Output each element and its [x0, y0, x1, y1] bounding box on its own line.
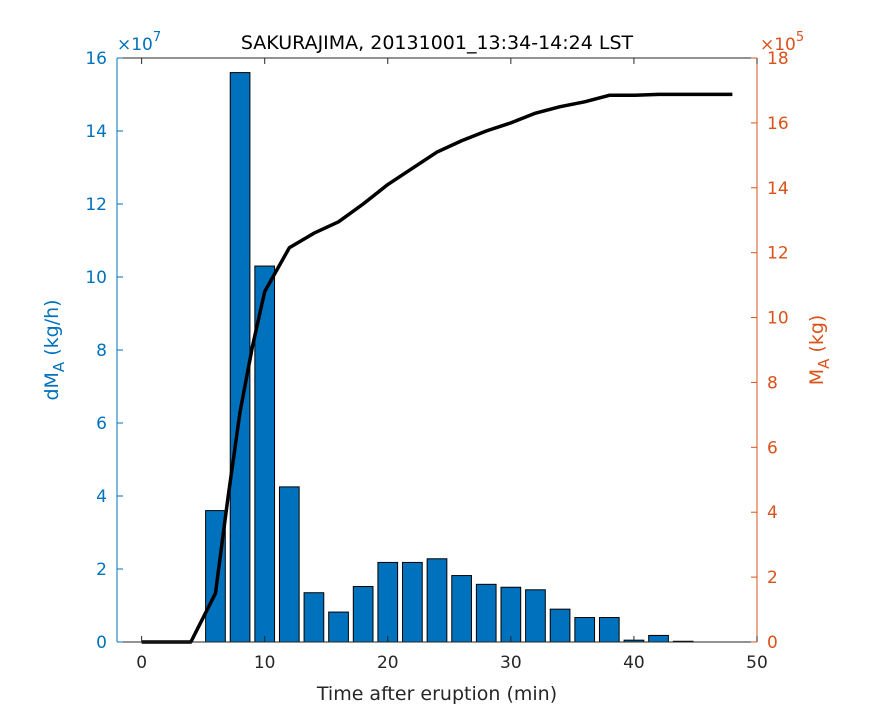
bar — [303, 592, 325, 643]
y-right-tick-label: 6 — [767, 438, 778, 458]
y-axis-right-exponent-base: ×10 — [760, 35, 796, 55]
y-axis-left-label: dMA (kg/h) — [41, 299, 68, 400]
y-axis-right-label-unit: (kg) — [806, 315, 828, 359]
bar — [549, 608, 571, 643]
bar — [451, 575, 472, 643]
y-left-tick-label: 8 — [96, 341, 107, 361]
y-right-tick-label: 10 — [767, 309, 789, 329]
y-left-tick-label: 14 — [85, 122, 107, 142]
y-right-tick-label: 4 — [767, 503, 778, 523]
y-right-tick-label: 14 — [767, 179, 789, 199]
bar — [475, 583, 497, 643]
y-axis-left-label-unit: (kg/h) — [41, 299, 63, 361]
y-left-tick-label: 16 — [85, 49, 107, 69]
bar — [648, 634, 669, 643]
y-right-tick-label: 2 — [767, 568, 778, 588]
y-axis-right-label: MA (kg) — [806, 315, 833, 386]
bars — [205, 72, 694, 643]
bar — [574, 617, 596, 643]
y-left-tick-label: 6 — [96, 414, 107, 434]
y-axis-right-label-sub: A — [815, 358, 833, 369]
y-right-tick-label: 18 — [767, 49, 789, 69]
y-axis-left-exponent-base: ×10 — [117, 35, 153, 55]
bar — [426, 558, 448, 643]
bar — [352, 586, 374, 643]
cumulative-mass-line — [141, 92, 733, 644]
bar — [598, 617, 620, 643]
chart-title: SAKURAJIMA, 20131001_13:34-14:24 LST — [241, 32, 634, 54]
y-left-tick-label: 4 — [96, 487, 107, 507]
y-axis-left-exponent: ×107 — [117, 30, 161, 55]
x-axis-label: Time after eruption (min) — [316, 683, 557, 705]
y-right-tick-label: 16 — [767, 114, 789, 134]
x-tick-label: 30 — [500, 653, 522, 673]
y-axis-left-exponent-power: 7 — [153, 30, 161, 45]
y-right-tick-label: 8 — [767, 373, 778, 393]
bar — [402, 561, 423, 643]
y-left-tick-label: 0 — [96, 633, 107, 653]
bar — [525, 589, 546, 643]
x-tick-label: 50 — [746, 653, 768, 673]
y-left-tick-label: 12 — [85, 195, 107, 215]
bar — [328, 611, 349, 643]
bar — [377, 561, 399, 643]
y-right-tick-label: 0 — [767, 633, 778, 653]
x-tick-label: 20 — [377, 653, 399, 673]
bar — [500, 586, 522, 643]
x-tick-label: 40 — [623, 653, 645, 673]
bar — [278, 486, 300, 643]
cumulative-line — [141, 92, 733, 644]
bar — [229, 72, 251, 643]
x-tick-label: 0 — [136, 653, 147, 673]
y-left-tick-label: 2 — [96, 560, 107, 580]
y-axis-right-label-main: M — [806, 369, 828, 385]
y-axis-right-exponent-power: 5 — [796, 30, 804, 45]
y-right-tick-label: 12 — [767, 244, 789, 264]
y-axis-left-label-main: dM — [41, 372, 63, 400]
y-axis-right-exponent: ×105 — [760, 30, 804, 55]
x-tick-label: 10 — [254, 653, 276, 673]
y-left-tick-label: 10 — [85, 268, 107, 288]
y-axis-left-label-sub: A — [50, 361, 68, 372]
